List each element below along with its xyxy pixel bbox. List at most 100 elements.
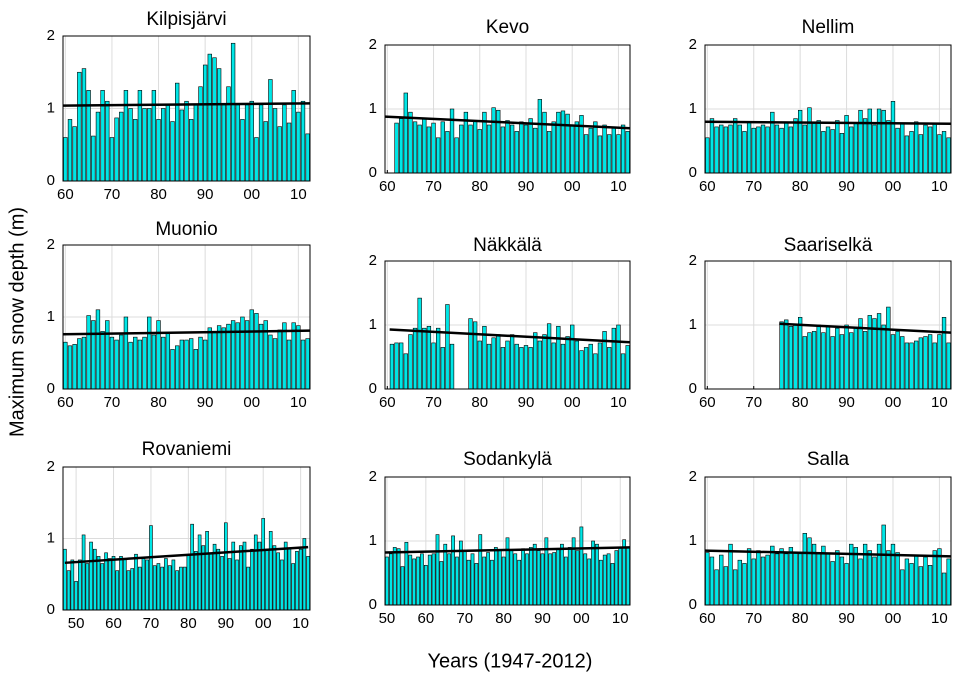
bar (904, 558, 910, 606)
y-tick-label: 1 (47, 529, 55, 546)
y-tick-label: 0 (47, 601, 55, 618)
bar (779, 127, 784, 174)
bar (595, 543, 599, 606)
bar (728, 124, 733, 174)
bar (145, 559, 150, 611)
y-tick-label: 1 (47, 99, 55, 116)
bar (296, 111, 301, 182)
bar (123, 316, 129, 390)
bar (100, 331, 105, 390)
x-tick-label: 90 (197, 186, 214, 203)
bar (179, 109, 185, 182)
bar (207, 53, 212, 182)
bar (756, 550, 761, 606)
bar (517, 559, 522, 606)
bar (509, 124, 515, 174)
bar (583, 553, 588, 606)
bar (100, 90, 105, 182)
bar (756, 126, 761, 174)
trend-line (779, 322, 952, 334)
bar (254, 137, 259, 182)
bar (618, 547, 623, 606)
bar (811, 122, 817, 174)
bar (126, 570, 131, 611)
bar (496, 109, 501, 174)
bar (807, 107, 812, 174)
bar (505, 537, 510, 606)
bar (282, 322, 287, 390)
bar (784, 121, 789, 174)
bar (427, 554, 432, 606)
bar (226, 86, 231, 182)
bar (774, 124, 780, 174)
bar (501, 556, 506, 606)
panel: Kilpisjärvi 0 1 2 60 70 80 90 00 10 (47, 9, 311, 203)
bar (182, 566, 187, 611)
bar (797, 317, 803, 390)
bar (451, 535, 455, 606)
bar (412, 327, 418, 390)
bar (389, 343, 395, 390)
y-tick-label: 1 (369, 100, 377, 117)
bar (258, 323, 264, 390)
x-tick-label: 10 (931, 394, 948, 411)
bar (197, 534, 202, 611)
bar (223, 522, 228, 611)
bar (115, 570, 120, 611)
bar (937, 134, 942, 174)
panel: Saariselkä 0 1 2 60 70 80 90 00 10 (689, 235, 952, 411)
bar (574, 340, 579, 390)
bar (147, 108, 152, 182)
bar (714, 126, 719, 174)
bar (186, 553, 191, 611)
bar (468, 318, 473, 390)
bar (394, 342, 399, 390)
x-tick-label: 10 (610, 394, 627, 411)
y-axis-title: Maximum snow depth (m) (6, 207, 28, 437)
bar (86, 315, 91, 390)
bar (825, 553, 831, 606)
bar (537, 99, 543, 174)
bar (937, 334, 942, 390)
bar (914, 340, 919, 390)
bar (212, 331, 217, 390)
bar (466, 559, 471, 606)
bar (835, 327, 840, 390)
bar (272, 338, 278, 390)
x-tick-label: 80 (495, 610, 512, 627)
bar (742, 131, 747, 174)
bar (408, 554, 413, 606)
trend-line (384, 546, 631, 554)
bar (552, 552, 557, 606)
bar (263, 121, 268, 182)
bar (500, 126, 506, 174)
bar (816, 120, 821, 174)
bar (591, 540, 595, 606)
bar (709, 556, 715, 606)
bar (723, 566, 729, 606)
bar (751, 558, 756, 606)
bar (587, 558, 592, 606)
bar (268, 531, 273, 611)
bar (235, 559, 239, 611)
bar (161, 336, 166, 390)
bar (462, 550, 467, 606)
bar (249, 309, 254, 390)
bar (89, 541, 93, 611)
bar (272, 545, 277, 611)
bar (588, 343, 593, 390)
bar (77, 338, 82, 390)
bar (81, 534, 86, 611)
bar (399, 118, 404, 174)
bar (468, 124, 473, 174)
bar (436, 137, 441, 174)
bar (519, 347, 524, 390)
x-tick-label: 90 (518, 394, 535, 411)
bar (302, 538, 307, 611)
bar (295, 551, 299, 611)
bar (830, 561, 835, 606)
bar (900, 122, 905, 174)
y-tick-label: 1 (689, 532, 697, 549)
bar (616, 134, 621, 174)
x-tick-label: 50 (68, 615, 85, 632)
